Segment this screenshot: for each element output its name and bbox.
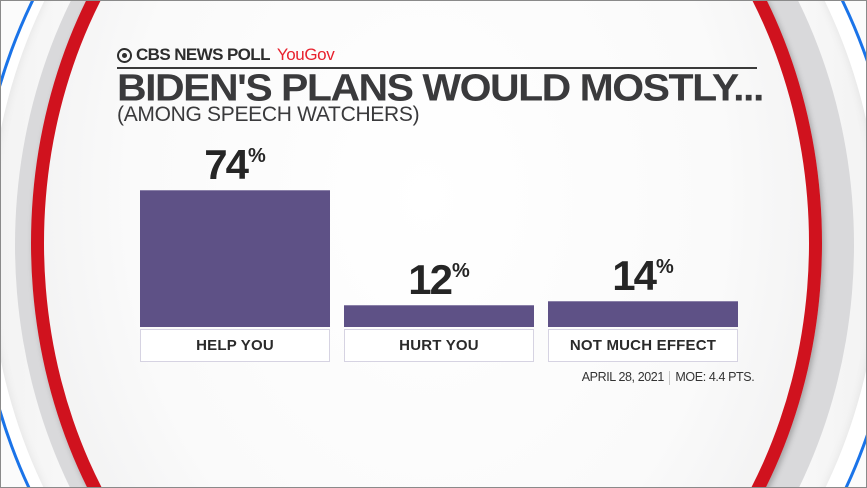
bar-value-help-you: 74%	[204, 141, 266, 188]
bar-label-hurt-you: HURT YOU	[344, 329, 534, 362]
cbs-eye-icon	[117, 47, 132, 63]
partner-label: YouGov	[276, 45, 335, 64]
chart-title: BIDEN'S PLANS WOULD MOSTLY...	[117, 66, 764, 109]
bar-label-not-much-effect: NOT MUCH EFFECT	[548, 329, 738, 362]
footer-divider	[668, 370, 671, 385]
bar-value-hurt-you: 12%	[408, 256, 470, 303]
bar-value-not-much-effect: 14%	[612, 252, 674, 299]
bar-hurt-you	[344, 305, 534, 327]
bar-label-help-you: HELP YOU	[140, 329, 330, 362]
bar-not-much-effect	[548, 301, 738, 327]
network-label: CBS NEWS POLL	[136, 45, 270, 64]
brand-line: CBS NEWS POLL YouGov	[117, 45, 335, 65]
chart-subtitle: (AMONG SPEECH WATCHERS)	[117, 103, 420, 126]
header: CBS NEWS POLL YouGov BIDEN'S PLANS WOULD…	[117, 45, 764, 126]
footer-note: APRIL 28, 2021 MOE: 4.4 PTS.	[561, 370, 775, 385]
margin-of-error: MOE: 4.4 PTS.	[675, 370, 755, 384]
header-rule	[117, 67, 757, 69]
bar-help-you	[140, 190, 330, 327]
poll-date: APRIL 28, 2021	[581, 370, 665, 384]
